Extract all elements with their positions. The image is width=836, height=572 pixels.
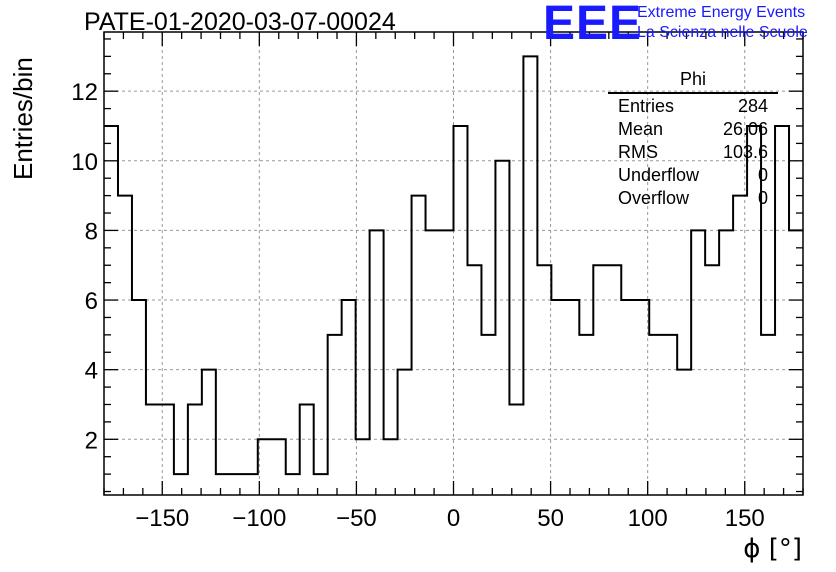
logo-caption-line2: La Scienza nelle Scuole — [637, 24, 808, 41]
y-axis-label: Entries/bin — [8, 57, 38, 180]
logo-caption-line1: Extreme Energy Events — [637, 4, 806, 21]
x-axis-label: ϕ [°] — [743, 534, 802, 564]
y-tick-label: 8 — [85, 218, 98, 245]
stats-value: 26.06 — [722, 119, 768, 139]
stats-value: 103.6 — [722, 142, 768, 162]
histogram-outline — [104, 55, 803, 476]
y-tick-label: 2 — [85, 427, 98, 454]
x-tick-label: 50 — [537, 505, 564, 532]
stats-row: Entries 284 — [608, 95, 778, 118]
chart-title: PATE-01-2020-03-07-00024 — [84, 8, 396, 36]
y-tick-label: 10 — [71, 149, 98, 176]
stats-label: RMS — [618, 142, 658, 162]
stats-row: Overflow 0 — [608, 187, 778, 210]
x-tick-label: −50 — [336, 505, 377, 532]
y-tick-label: 6 — [85, 288, 98, 315]
y-tick-label: 12 — [71, 79, 98, 106]
x-tick-label: 150 — [725, 505, 765, 532]
stats-label: Mean — [618, 119, 664, 139]
x-tick-label: −150 — [135, 505, 189, 532]
stats-value: 284 — [737, 96, 768, 116]
stats-value: 0 — [757, 165, 768, 185]
stats-label: Entries — [618, 96, 675, 116]
stats-row: Underflow 0 — [608, 164, 778, 187]
x-tick-label: −100 — [232, 505, 286, 532]
stats-label: Underflow — [618, 165, 700, 185]
y-tick-label: 4 — [85, 358, 98, 385]
x-axis-ticks: −150 −100 −50 0 50 100 150 — [103, 32, 804, 532]
stats-value: 0 — [757, 188, 768, 208]
x-tick-label: 0 — [447, 505, 460, 532]
eee-logo: EEE — [543, 0, 643, 50]
x-tick-label: 100 — [628, 505, 668, 532]
stats-title: Phi — [608, 68, 778, 94]
logo-caption: Extreme Energy Events La Scienza nelle S… — [637, 3, 808, 43]
histogram-series — [104, 55, 803, 476]
stats-box: Phi Entries 284 Mean 26.06 RMS 103.6 Underf… — [608, 68, 778, 210]
y-axis-ticks: 2 4 6 8 10 12 — [71, 38, 803, 493]
stats-row: Mean 26.06 — [608, 118, 778, 141]
stats-label: Overflow — [618, 188, 690, 208]
stats-row: RMS 103.6 — [608, 141, 778, 164]
